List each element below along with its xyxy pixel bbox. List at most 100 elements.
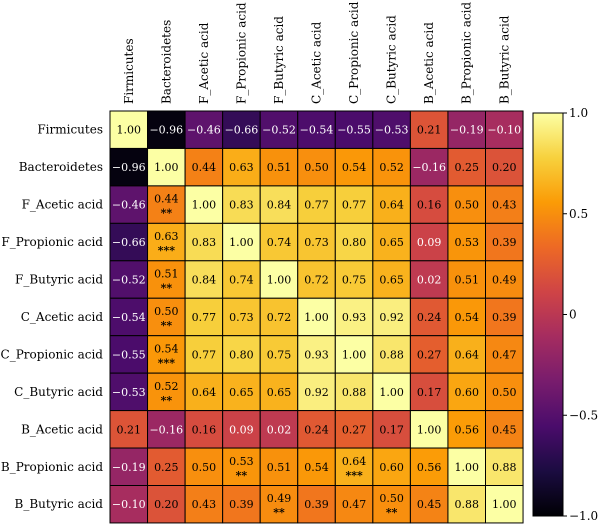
heatmap-cell: 0.44** bbox=[147, 185, 186, 224]
cell-value-label: 0.47 bbox=[342, 498, 367, 511]
cell-value-label: 0.80 bbox=[229, 348, 254, 361]
heatmap-cell: 0.25 bbox=[447, 147, 487, 187]
cell-value-label: 0.51 bbox=[267, 161, 292, 174]
cell-value-label: 0.65 bbox=[229, 386, 254, 399]
row-label: C_Propionic acid bbox=[1, 347, 104, 361]
heatmap-cell: 0.49 bbox=[485, 260, 524, 299]
heatmap-cell: 0.39 bbox=[485, 297, 524, 337]
row-label: Firmicutes bbox=[37, 123, 103, 137]
cell-rect bbox=[109, 410, 149, 449]
heatmap-cell: 0.54*** bbox=[147, 335, 186, 374]
cell-rect bbox=[447, 335, 487, 374]
cell-value-label: 0.43 bbox=[492, 199, 517, 212]
heatmap-cell: 0.92 bbox=[372, 297, 411, 337]
cell-rect bbox=[147, 335, 186, 374]
cell-rect bbox=[297, 372, 336, 412]
cell-rect bbox=[409, 485, 449, 524]
cell-value-label: 0.16 bbox=[417, 199, 442, 212]
cell-value-label: 0.21 bbox=[117, 423, 142, 436]
cell-rect bbox=[297, 147, 336, 187]
heatmap-cell: −0.55 bbox=[109, 335, 149, 374]
cell-rect bbox=[372, 147, 411, 187]
cell-value-label: 1.00 bbox=[454, 461, 479, 474]
cell-value-label: 0.93 bbox=[304, 348, 329, 361]
cell-rect bbox=[409, 185, 449, 224]
cell-rect bbox=[447, 410, 487, 449]
heatmap-cell: 0.17 bbox=[409, 372, 449, 412]
heatmap-cell: 0.09 bbox=[409, 222, 449, 262]
heatmap-cell: 0.24 bbox=[297, 410, 336, 449]
heatmap-cell: 1.00 bbox=[334, 335, 374, 374]
cell-rect bbox=[259, 372, 299, 412]
heatmap-cell: 0.88 bbox=[372, 335, 411, 374]
heatmap-cell: 0.51** bbox=[147, 260, 186, 299]
heatmap-cell: 0.77 bbox=[184, 297, 224, 337]
cell-rect bbox=[109, 372, 149, 412]
heatmap-cell: 1.00 bbox=[184, 185, 224, 224]
cell-value-label: 0.88 bbox=[379, 348, 404, 361]
heatmap-cell: 0.20 bbox=[147, 485, 186, 524]
heatmap-cell: 0.45 bbox=[409, 485, 449, 524]
cell-rect bbox=[485, 335, 524, 374]
heatmap-cell: 0.56 bbox=[447, 410, 487, 449]
heatmap-cell: 0.72 bbox=[259, 297, 299, 337]
cell-rect bbox=[297, 485, 336, 524]
cell-value-label: 0.43 bbox=[192, 498, 217, 511]
column-label: F_Acetic acid bbox=[197, 22, 211, 104]
heatmap-cell: 0.60 bbox=[372, 447, 411, 486]
heatmap-cell: 0.93 bbox=[297, 335, 336, 374]
cell-rect bbox=[147, 260, 186, 299]
cell-rect bbox=[109, 335, 149, 374]
column-label: B_Acetic acid bbox=[422, 22, 436, 104]
heatmap-cell: 0.52 bbox=[372, 147, 411, 187]
cell-rect bbox=[409, 335, 449, 374]
cell-value-label: −0.54 bbox=[300, 124, 334, 137]
cell-value-label: 0.49 bbox=[267, 492, 292, 505]
significance-label: ** bbox=[161, 207, 173, 220]
cell-rect bbox=[259, 260, 299, 299]
heatmap-cell: 1.00 bbox=[485, 485, 524, 524]
heatmap-cell: 1.00 bbox=[372, 372, 411, 412]
heatmap-cell: 0.64 bbox=[184, 372, 224, 412]
cell-value-label: −0.19 bbox=[450, 124, 484, 137]
heatmap-cell: −0.66 bbox=[109, 222, 149, 262]
cell-rect bbox=[297, 335, 336, 374]
cell-value-label: −0.66 bbox=[225, 124, 259, 137]
heatmap-cell: 0.56 bbox=[409, 447, 449, 486]
cell-value-label: 0.65 bbox=[267, 386, 292, 399]
cell-value-label: 0.73 bbox=[304, 236, 329, 249]
cell-value-label: 0.88 bbox=[492, 461, 517, 474]
cell-rect bbox=[447, 372, 487, 412]
cell-value-label: 0.75 bbox=[342, 274, 367, 287]
cell-rect bbox=[259, 147, 299, 187]
heatmap-cell: 1.00 bbox=[109, 110, 149, 149]
cell-value-label: −0.46 bbox=[187, 124, 221, 137]
heatmap-cell: 0.73 bbox=[222, 297, 261, 337]
column-label: Bacteroidetes bbox=[159, 20, 173, 104]
colorbar-tick-label: −1.0 bbox=[569, 509, 598, 523]
cell-rect bbox=[259, 185, 299, 224]
cell-value-label: 1.00 bbox=[192, 199, 217, 212]
heatmap-cell: −0.10 bbox=[485, 110, 524, 149]
cell-value-label: 0.52 bbox=[379, 161, 404, 174]
heatmap-cell: −0.53 bbox=[372, 110, 411, 149]
cell-value-label: 0.54 bbox=[154, 342, 179, 355]
cell-value-label: 0.84 bbox=[192, 274, 217, 287]
cell-value-label: 0.50 bbox=[454, 199, 479, 212]
cell-rect bbox=[485, 147, 524, 187]
cell-value-label: 0.25 bbox=[154, 461, 179, 474]
heatmap-cell: 0.39 bbox=[222, 485, 261, 524]
heatmap-cell: −0.16 bbox=[147, 410, 186, 449]
row-label: F_Propionic acid bbox=[1, 235, 103, 249]
cell-value-label: 0.39 bbox=[492, 236, 517, 249]
heatmap-cell: 0.43 bbox=[184, 485, 224, 524]
heatmap-cell: 0.51 bbox=[447, 260, 487, 299]
heatmap-cell: 0.65 bbox=[372, 260, 411, 299]
heatmap-cell: 1.00 bbox=[259, 260, 299, 299]
heatmap-cell: 0.75 bbox=[259, 335, 299, 374]
heatmap-cell: 0.17 bbox=[372, 410, 411, 449]
heatmap-cell: −0.54 bbox=[297, 110, 336, 149]
cell-rect bbox=[297, 110, 336, 149]
cell-value-label: 0.56 bbox=[454, 423, 479, 436]
heatmap-cell: 0.63*** bbox=[147, 222, 186, 262]
